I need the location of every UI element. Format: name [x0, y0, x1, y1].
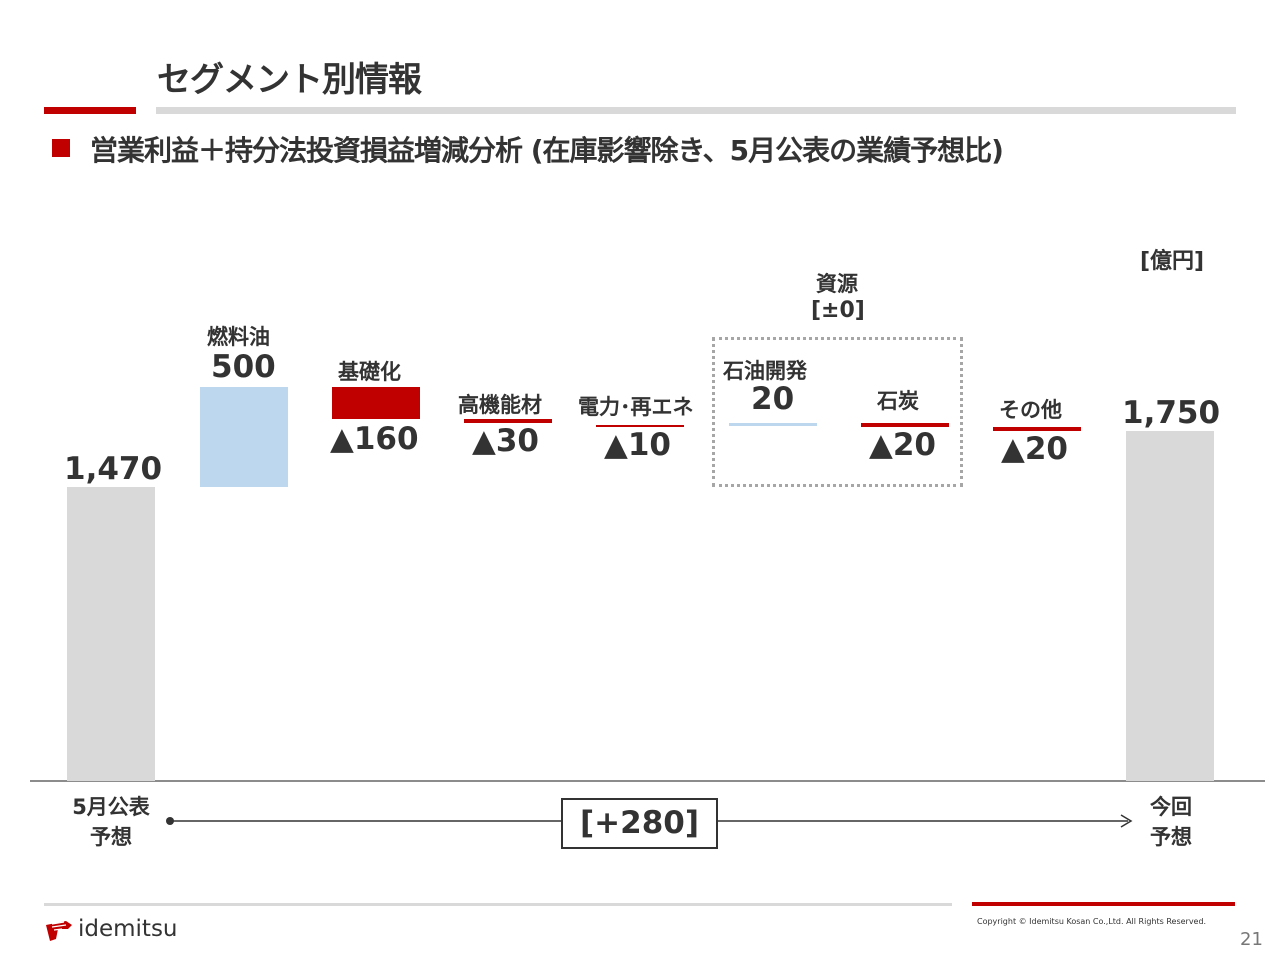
bar-category-7: その他: [999, 398, 1062, 422]
bar-value-6: ▲20: [869, 427, 936, 463]
bar-value-3: ▲30: [472, 423, 539, 459]
bar-category-5: 石油開発: [723, 359, 807, 383]
group-name-label: 資源: [816, 272, 858, 296]
bar-value-1: 500: [211, 349, 276, 385]
axis-label-start-line2: 予想: [90, 825, 132, 849]
waterfall-bar-8: [1126, 431, 1214, 781]
bullet-square-icon: [52, 139, 70, 157]
bar-value-7: ▲20: [1001, 431, 1068, 467]
copyright-text: Copyright © Idemitsu Kosan Co.,Ltd. All …: [977, 917, 1207, 926]
arrow-head-icon: [1120, 814, 1133, 828]
waterfall-bar-7: [993, 427, 1081, 431]
bar-value-8: 1,750: [1122, 395, 1221, 431]
waterfall-bar-5: [729, 423, 817, 426]
waterfall-bar-1: [200, 387, 288, 487]
page-number: 21: [1240, 929, 1263, 950]
waterfall-bar-3: [464, 419, 552, 423]
waterfall-bar-2: [332, 387, 420, 419]
bar-category-1: 燃料油: [207, 325, 270, 349]
axis-label-end: 今回 予想: [1116, 792, 1226, 852]
bar-category-4: 電力･再エネ: [578, 395, 694, 419]
resource-group-box: [712, 337, 963, 487]
unit-label: [億円]: [1140, 249, 1205, 274]
bar-value-0: 1,470: [64, 451, 163, 487]
total-change-box: [+280]: [561, 798, 718, 849]
group-total-label: [±0]: [811, 298, 865, 323]
footer-line-red: [972, 902, 1235, 906]
arrow-start-dot: [166, 817, 174, 825]
idemitsu-apollo-icon: [44, 915, 74, 945]
axis-label-start-line1: 5月公表: [72, 795, 150, 819]
bar-value-2: ▲160: [330, 421, 419, 457]
bar-category-6: 石炭: [877, 389, 919, 413]
page-title: セグメント別情報: [157, 60, 422, 100]
bar-category-2: 基礎化: [338, 360, 401, 384]
bar-value-4: ▲10: [604, 427, 671, 463]
title-underline-red: [44, 107, 136, 114]
logo-text: idemitsu: [78, 916, 178, 942]
waterfall-bar-0: [67, 487, 155, 781]
bar-category-3: 高機能材: [458, 393, 542, 417]
axis-label-start: 5月公表 予想: [56, 792, 166, 852]
axis-label-end-line2: 予想: [1150, 825, 1192, 849]
waterfall-bar-6: [861, 423, 949, 427]
bar-value-5: 20: [751, 381, 795, 417]
axis-label-end-line1: 今回: [1150, 795, 1192, 819]
title-underline-gray: [156, 107, 1236, 114]
chart-subtitle: 営業利益＋持分法投資損益増減分析 (在庫影響除き、5月公表の業績予想比): [90, 134, 1004, 167]
footer-line-gray: [44, 903, 952, 906]
waterfall-bar-4: [596, 425, 684, 427]
